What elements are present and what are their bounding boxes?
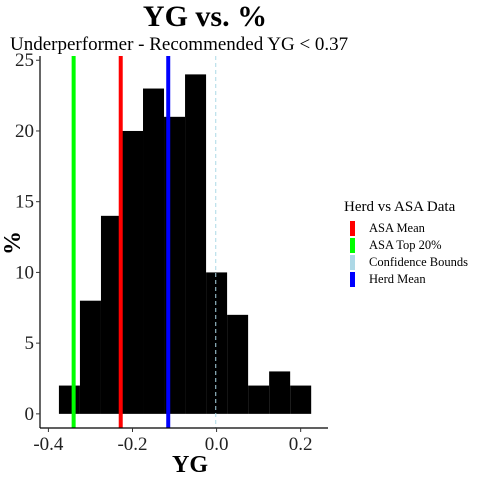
legend-label-1: ASA Top 20% — [369, 238, 442, 252]
histogram-bar-0 — [58, 385, 80, 414]
reference-lines — [71, 56, 217, 428]
legend-label-3: Herd Mean — [369, 272, 426, 286]
legend: Herd vs ASA Data ASA Mean ASA Top 20% Conf… — [344, 199, 468, 287]
x-tick-label: -0.2 — [117, 434, 147, 455]
chart-title: YG vs. % — [143, 0, 267, 33]
y-tick-label: 15 — [15, 192, 34, 213]
y-tick-label: 5 — [25, 333, 35, 354]
histogram-bar-8 — [227, 314, 249, 414]
legend-key-2 — [350, 255, 355, 270]
histogram-bar-10 — [269, 371, 291, 414]
x-tick-label: 0.0 — [205, 434, 229, 455]
histogram-bar-11 — [290, 385, 312, 414]
legend-label-0: ASA Mean — [369, 221, 426, 235]
histogram-bars — [58, 74, 312, 414]
axes — [39, 56, 328, 429]
histogram-bar-4 — [143, 88, 165, 414]
y-tick-label: 0 — [25, 404, 35, 425]
chart-subtitle: Underperformer - Recommended YG < 0.37 — [10, 34, 348, 55]
histogram-bar-9 — [248, 385, 270, 414]
histogram-bar-1 — [79, 300, 101, 414]
histogram-bar-7 — [206, 272, 228, 414]
legend-title: Herd vs ASA Data — [344, 199, 456, 215]
y-tick-label: 20 — [15, 121, 34, 142]
legend-key-1 — [350, 238, 355, 253]
legend-label-2: Confidence Bounds — [369, 255, 468, 269]
x-tick-label: 0.2 — [289, 434, 313, 455]
tick-marks: -0.4 -0.2 0.0 0.2 0 5 10 15 20 25 — [15, 50, 313, 455]
y-tick-label: 10 — [15, 262, 34, 283]
histogram-bar-6 — [185, 74, 207, 414]
x-tick-label: -0.4 — [33, 434, 64, 455]
y-tick-label: 25 — [15, 50, 34, 71]
histogram-bar-3 — [121, 130, 144, 414]
histogram-bar-2 — [100, 215, 122, 414]
legend-key-3 — [350, 272, 355, 287]
y-axis-title: % — [0, 231, 26, 255]
x-axis-title: YG — [172, 452, 208, 478]
legend-key-0 — [350, 221, 355, 236]
